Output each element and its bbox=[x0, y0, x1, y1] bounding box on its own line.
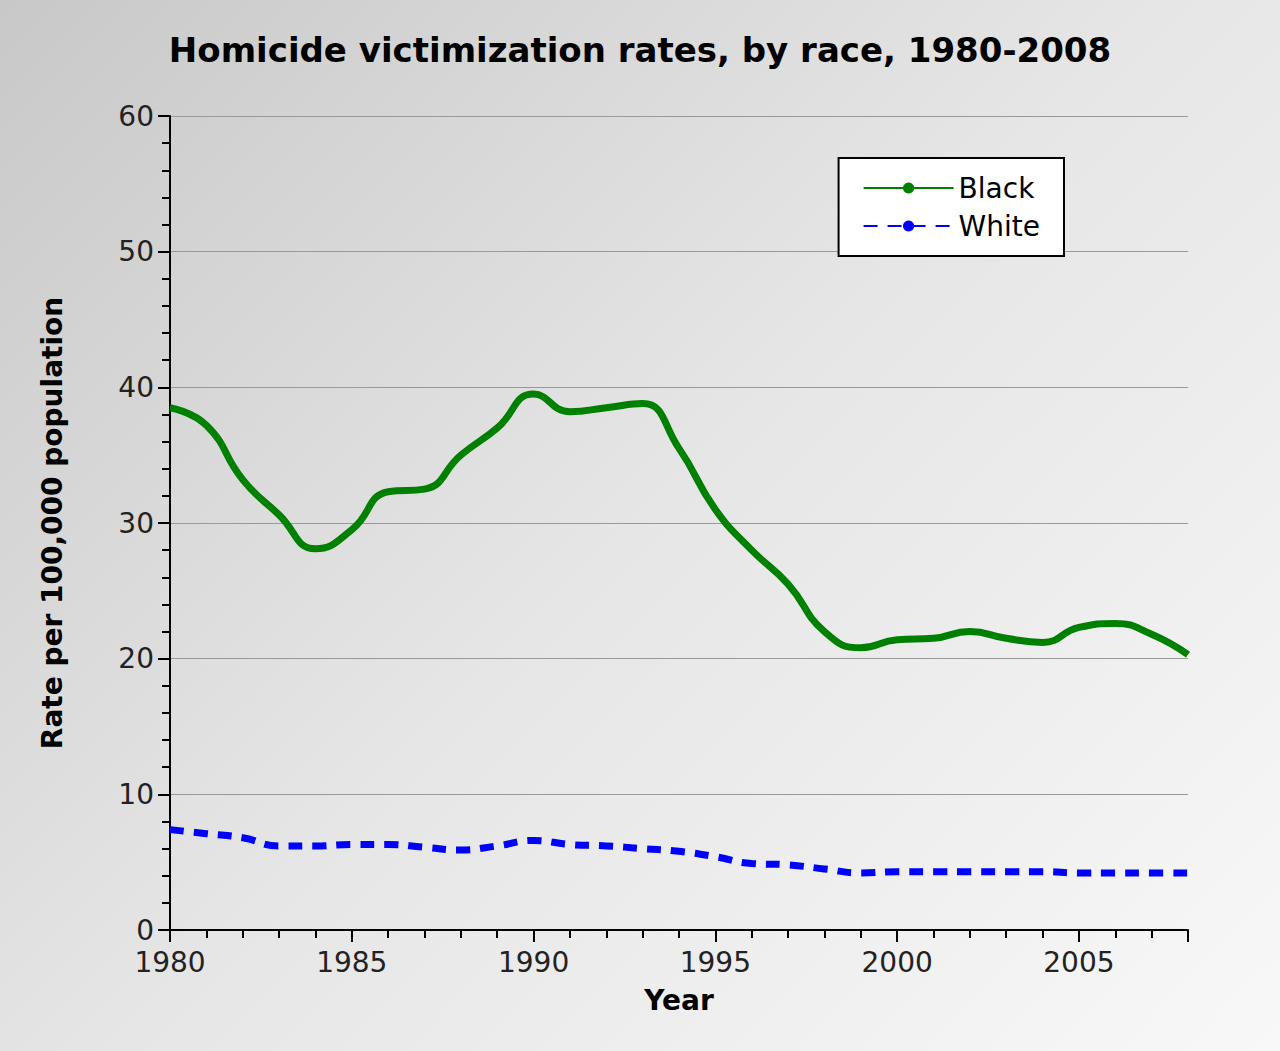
svg-text:Homicide victimization rates,: Homicide victimization rates, by race, 1… bbox=[169, 30, 1111, 70]
svg-text:1995: 1995 bbox=[680, 946, 751, 979]
svg-text:Rate per 100,000 population: Rate per 100,000 population bbox=[36, 297, 69, 749]
svg-text:60: 60 bbox=[118, 100, 154, 133]
svg-text:1990: 1990 bbox=[498, 946, 569, 979]
svg-text:50: 50 bbox=[118, 235, 154, 268]
svg-text:10: 10 bbox=[118, 778, 154, 811]
svg-text:2005: 2005 bbox=[1043, 946, 1114, 979]
svg-text:Year: Year bbox=[643, 984, 714, 1017]
svg-text:1980: 1980 bbox=[134, 946, 205, 979]
svg-text:2000: 2000 bbox=[862, 946, 933, 979]
svg-text:1985: 1985 bbox=[316, 946, 387, 979]
svg-text:20: 20 bbox=[118, 642, 154, 675]
svg-text:White: White bbox=[959, 210, 1040, 243]
svg-text:Black: Black bbox=[959, 172, 1036, 205]
svg-text:0: 0 bbox=[136, 914, 154, 947]
svg-text:30: 30 bbox=[118, 507, 154, 540]
svg-text:40: 40 bbox=[118, 371, 154, 404]
